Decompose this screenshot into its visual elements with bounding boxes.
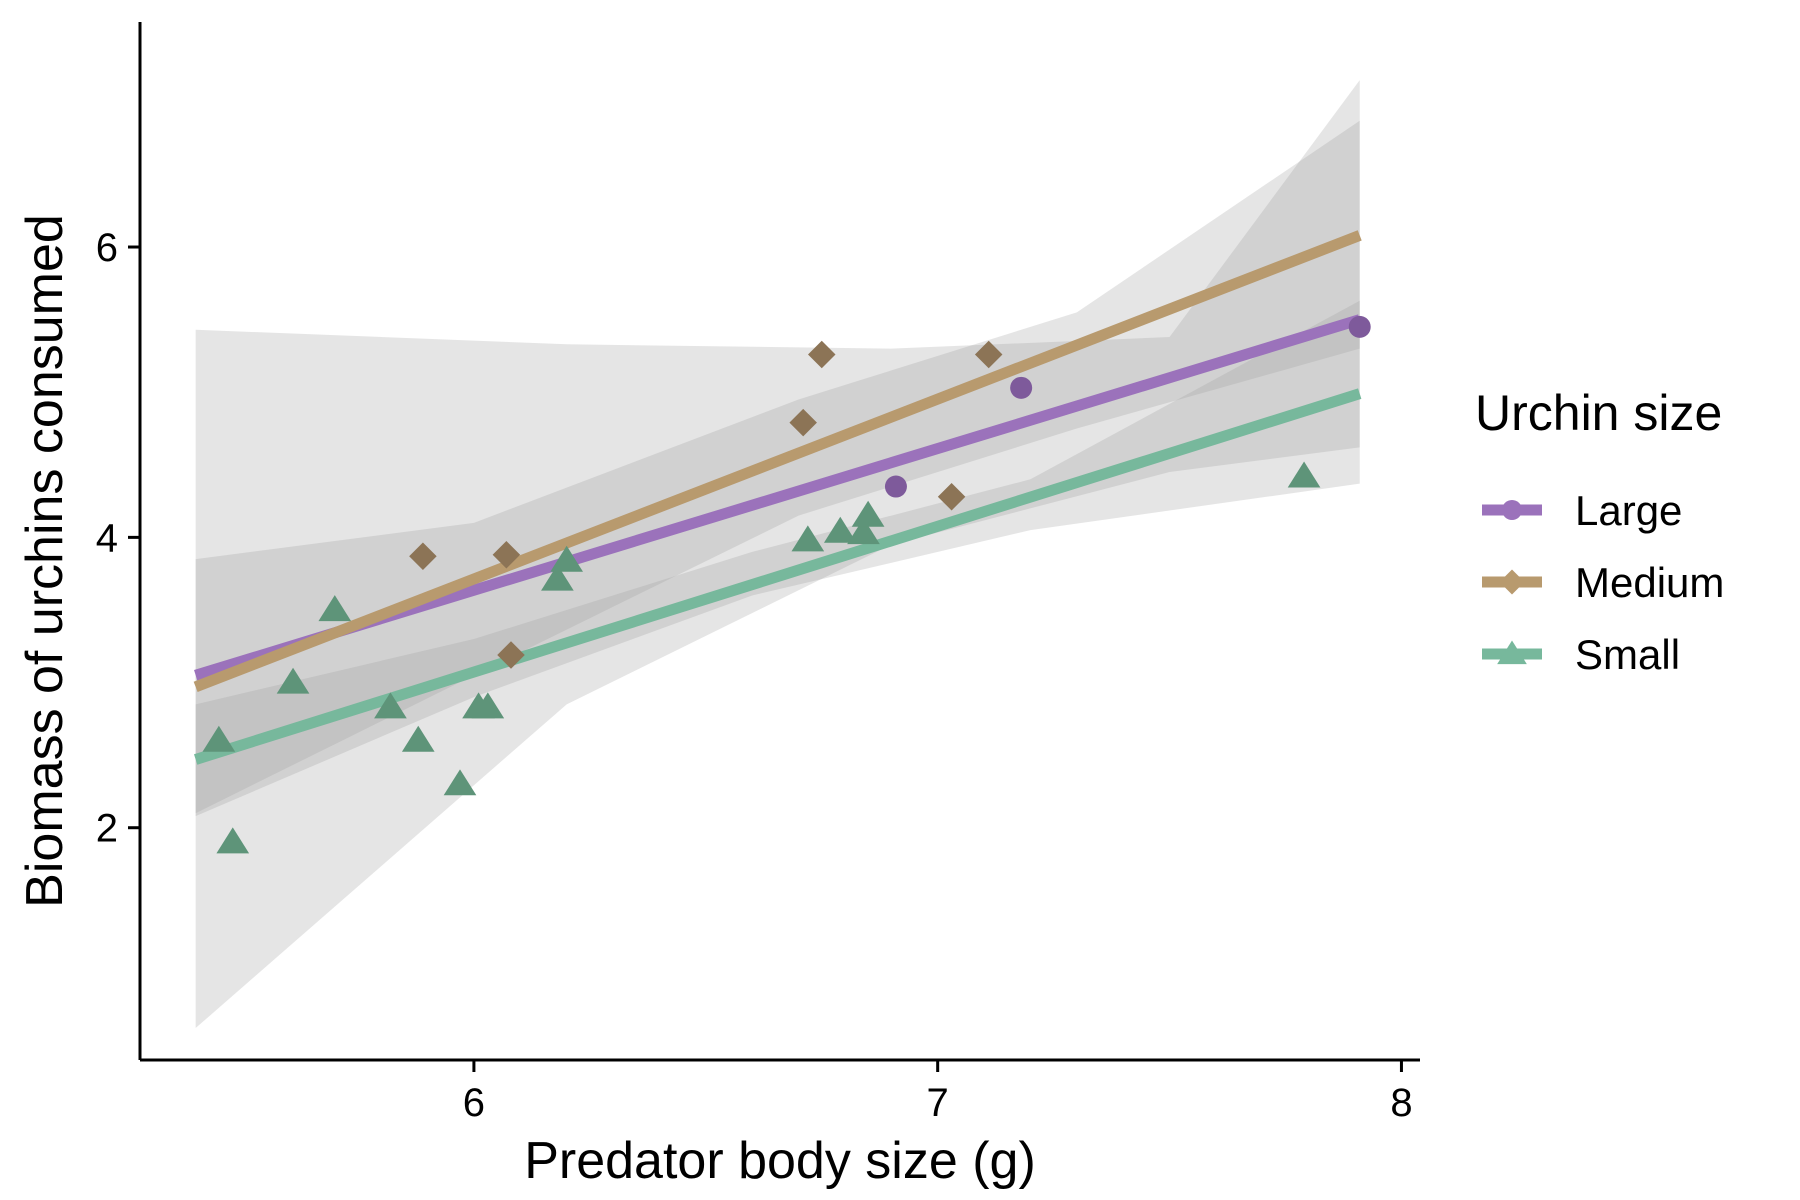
data-point-small bbox=[791, 525, 825, 552]
x-axis-title: Predator body size (g) bbox=[524, 1132, 1036, 1190]
data-point-small bbox=[471, 692, 505, 719]
legend-marker-diamond bbox=[1499, 569, 1525, 595]
data-point-small bbox=[401, 725, 435, 752]
legend-items: Large Medium Small bbox=[1482, 487, 1724, 678]
data-point-small bbox=[851, 500, 885, 527]
data-point-medium bbox=[497, 641, 525, 669]
y-tick-label: 2 bbox=[96, 807, 118, 851]
y-tick-label: 6 bbox=[96, 226, 118, 270]
ci-band-small bbox=[195, 300, 1360, 817]
data-point-medium bbox=[409, 542, 437, 570]
legend-label: Medium bbox=[1575, 559, 1724, 606]
axes: 6 7 8 2 4 6 bbox=[96, 22, 1420, 1125]
x-tick-label: 6 bbox=[463, 1081, 485, 1125]
confidence-bands bbox=[195, 80, 1360, 1029]
data-point-small bbox=[823, 516, 857, 543]
data-point-small bbox=[216, 827, 250, 854]
data-point-small bbox=[541, 564, 574, 591]
data-point-large bbox=[1348, 315, 1371, 338]
ci-band-large bbox=[195, 80, 1360, 1029]
x-axis-ticks: 6 7 8 bbox=[463, 1060, 1413, 1125]
data-point-small bbox=[443, 769, 477, 796]
data-point-small bbox=[847, 518, 880, 545]
data-point-small bbox=[202, 725, 236, 752]
y-tick-label: 4 bbox=[96, 516, 118, 560]
x-tick-label: 8 bbox=[1390, 1081, 1412, 1125]
data-points bbox=[202, 315, 1371, 854]
data-point-small bbox=[1287, 461, 1321, 488]
data-point-small bbox=[318, 595, 352, 622]
legend-title: Urchin size bbox=[1475, 385, 1722, 441]
x-tick-label: 7 bbox=[927, 1081, 949, 1125]
legend-label: Large bbox=[1575, 487, 1682, 534]
data-point-small bbox=[276, 667, 310, 694]
legend-item-medium: Medium bbox=[1482, 559, 1724, 606]
data-point-medium bbox=[492, 541, 521, 569]
legend-marker-triangle bbox=[1497, 640, 1527, 665]
data-point-small bbox=[374, 692, 407, 719]
data-point-large bbox=[884, 475, 907, 498]
y-axis-ticks: 2 4 6 bbox=[96, 226, 140, 851]
legend-item-small: Small bbox=[1482, 631, 1680, 678]
legend-item-large: Large bbox=[1482, 487, 1682, 534]
data-point-medium bbox=[807, 340, 836, 369]
y-axis-title: Biomass of urchins consumed bbox=[16, 214, 74, 908]
data-point-medium bbox=[974, 340, 1003, 369]
legend-label: Small bbox=[1575, 631, 1680, 678]
fit-line-medium bbox=[193, 230, 1362, 693]
data-point-large bbox=[1010, 376, 1033, 399]
legend: Urchin size Large Medium Small bbox=[1475, 385, 1724, 678]
data-point-medium bbox=[789, 408, 817, 437]
data-point-small bbox=[550, 545, 584, 572]
data-point-medium bbox=[937, 482, 966, 511]
legend-marker-circle bbox=[1502, 500, 1522, 520]
